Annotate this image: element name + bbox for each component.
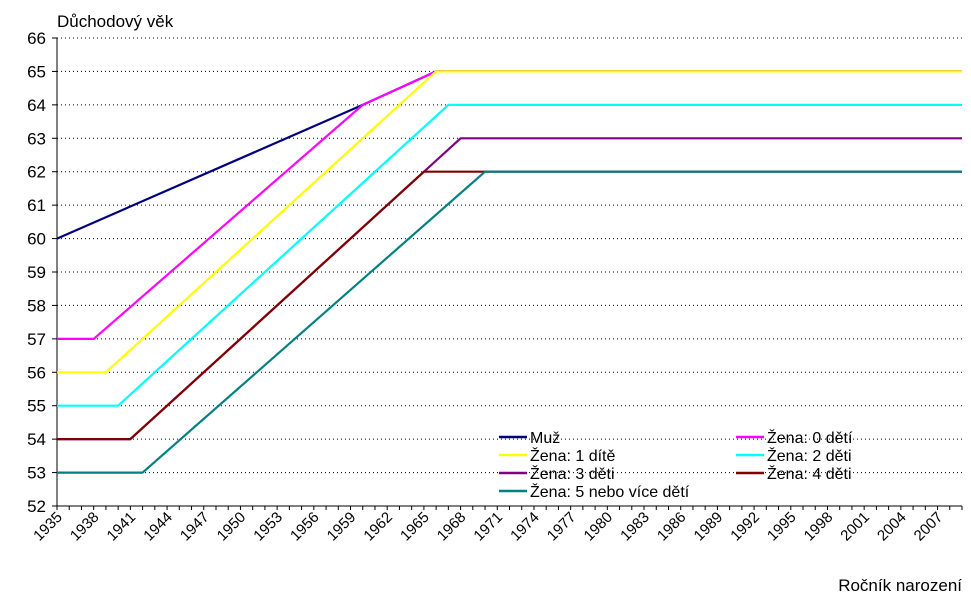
x-tick-label: 2004 xyxy=(874,509,910,545)
x-tick-label: 1971 xyxy=(470,509,506,545)
legend-label: Žena: 5 nebo více dětí xyxy=(530,482,690,501)
x-tick-label: 1986 xyxy=(654,509,690,545)
x-tick-label: 1938 xyxy=(67,509,103,545)
x-tick-label: 1956 xyxy=(287,509,323,545)
y-tick-label: 52 xyxy=(27,497,46,516)
x-tick-label: 2007 xyxy=(911,509,947,545)
series-lines xyxy=(56,70,962,474)
legend-label: Žena: 1 dítě xyxy=(530,446,615,465)
legend-label: Žena: 4 děti xyxy=(767,464,852,483)
x-tick-label: 1959 xyxy=(324,509,360,545)
y-tick-label: 55 xyxy=(27,397,46,416)
y-tick-label: 53 xyxy=(27,464,46,483)
x-tick-label: 1995 xyxy=(764,509,800,545)
grid xyxy=(57,37,962,474)
y-tick-label: 63 xyxy=(27,129,46,148)
y-axis-title: Důchodový věk xyxy=(57,12,174,31)
x-tick-label: 1989 xyxy=(691,509,727,545)
legend-label: Žena: 3 děti xyxy=(530,464,615,483)
y-tick-label: 62 xyxy=(27,163,46,182)
y-tick-label: 59 xyxy=(27,263,46,282)
x-axis-title: Ročník narození xyxy=(838,576,962,595)
y-tick-label: 64 xyxy=(27,96,46,115)
y-tick-label: 65 xyxy=(27,62,46,81)
x-tick-label: 1980 xyxy=(581,509,617,545)
y-tick-label: 58 xyxy=(27,296,46,315)
legend-label: Žena: 0 dětí xyxy=(767,428,853,447)
y-tick-label: 66 xyxy=(27,29,46,48)
y-tick-label: 54 xyxy=(27,430,46,449)
x-tick-label: 2001 xyxy=(837,509,873,545)
y-tick-labels: 52 53 54 55 56 57 58 59 60 61 62 63 64 65 66 xyxy=(27,29,46,516)
x-tick-label: 1953 xyxy=(250,509,286,545)
series-line-3 xyxy=(57,70,962,374)
x-tick-label: 1944 xyxy=(140,509,176,545)
x-tick-label: 1962 xyxy=(360,509,396,545)
x-tick-label: 1992 xyxy=(727,509,763,545)
y-tick-label: 56 xyxy=(27,363,46,382)
x-tick-label: 1968 xyxy=(434,509,470,545)
x-tick-label: 1947 xyxy=(177,509,213,545)
series-line-7 xyxy=(57,170,962,474)
x-tick-label: 1950 xyxy=(214,509,250,545)
y-tick-label: 61 xyxy=(27,196,46,215)
y-tick-label: 60 xyxy=(27,230,46,249)
legend-label: Muž xyxy=(530,430,560,447)
x-tick-labels: 1935 1938 1941 1944 1947 1950 1953 1956 1959 1962… xyxy=(30,509,946,545)
x-tick-label: 1977 xyxy=(544,509,580,545)
x-tick-label: 1965 xyxy=(397,509,433,545)
x-tick-label: 1998 xyxy=(801,509,837,545)
x-tick-label: 1983 xyxy=(617,509,653,545)
series-line-1 xyxy=(56,70,962,240)
axes xyxy=(52,37,963,510)
series-line-4 xyxy=(57,103,962,407)
x-tick-label: 1941 xyxy=(104,509,140,545)
legend-label: Žena: 2 děti xyxy=(767,446,852,465)
series-line-5 xyxy=(57,137,962,441)
y-tick-label: 57 xyxy=(27,330,46,349)
x-tick-label: 1974 xyxy=(507,509,543,545)
